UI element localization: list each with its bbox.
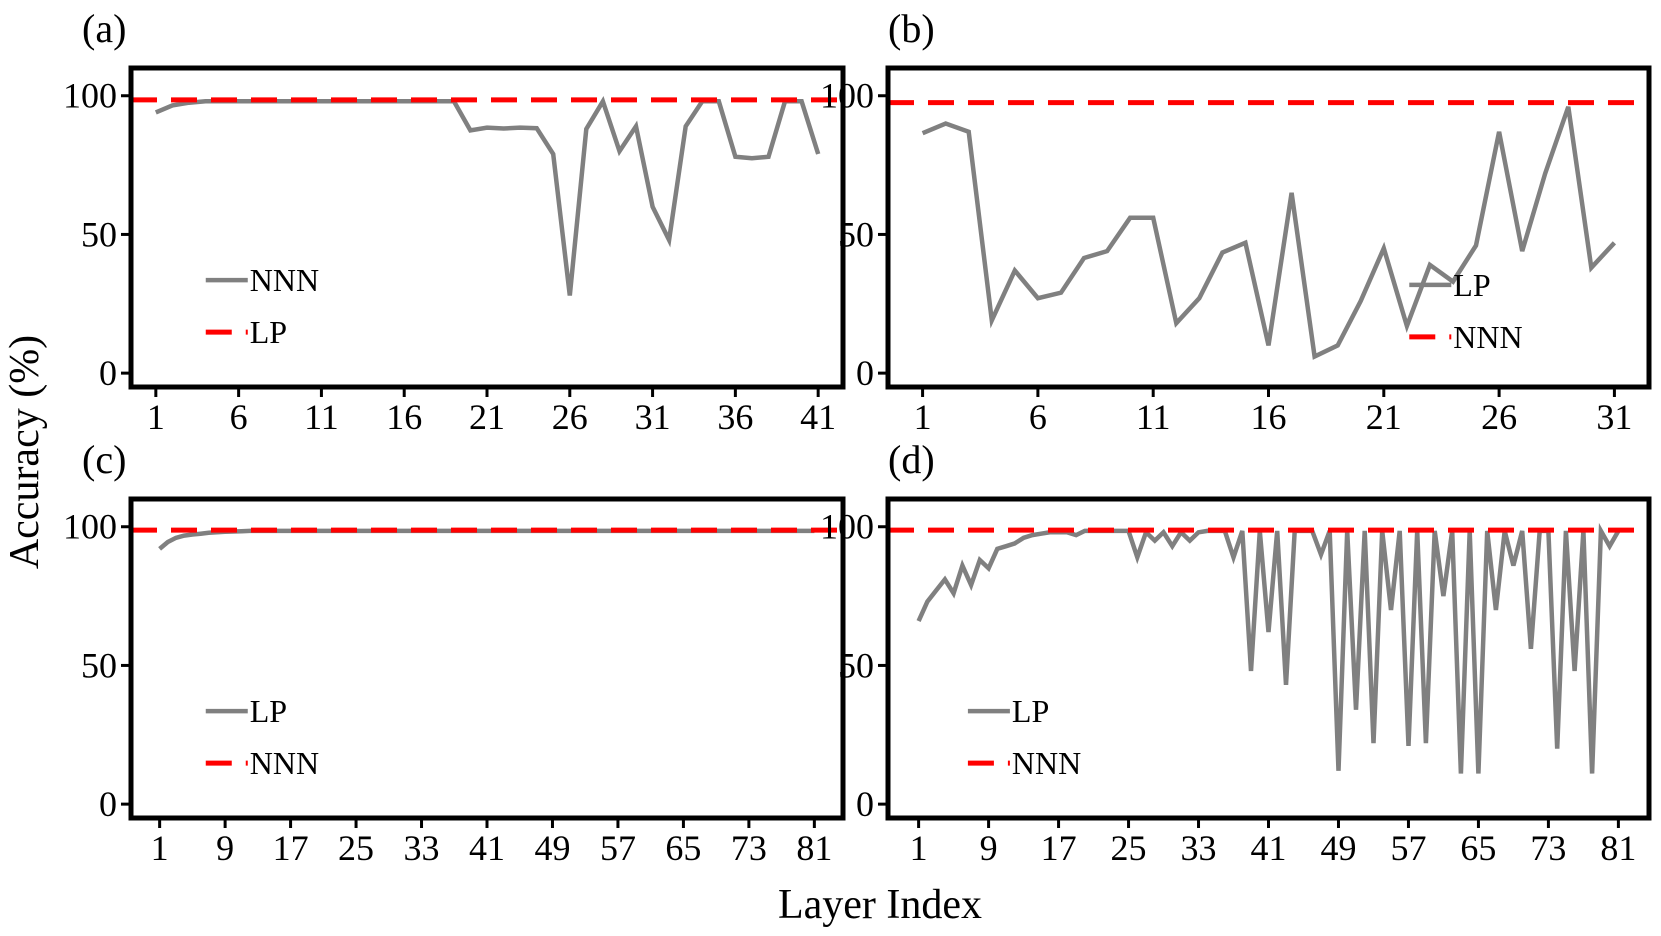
y-tick-label: 100 — [63, 507, 117, 547]
legend-label-nnn: NNN — [250, 262, 319, 298]
y-tick-label: 50 — [81, 645, 117, 685]
panel-d: (d) 1 9 17 25 33 41 49 57 65 73 81 0 50 100 LP NNN — [820, 437, 1652, 868]
x-tick-label: 73 — [1530, 828, 1566, 868]
x-tick-label: 49 — [534, 828, 570, 868]
x-tick-label: 16 — [386, 397, 422, 437]
panel-label: (a) — [82, 6, 126, 51]
panel-label: (d) — [888, 437, 935, 482]
series-line-lp — [916, 522, 1621, 774]
legend-label-lp: LP — [250, 314, 287, 350]
x-tick-label: 21 — [1366, 397, 1402, 437]
x-tick-label: 1 — [910, 828, 928, 868]
x-tick-label: 31 — [1596, 397, 1632, 437]
y-tick-label: 50 — [838, 645, 874, 685]
x-tick-label: 17 — [273, 828, 309, 868]
x-tick-label: 57 — [1390, 828, 1426, 868]
panel-c: (c) 1 9 17 25 33 41 49 57 65 73 81 0 50 100 LP NNN — [63, 437, 846, 868]
x-tick-label: 33 — [404, 828, 440, 868]
x-tick-label: 57 — [600, 828, 636, 868]
x-tick-label: 1 — [914, 397, 932, 437]
x-tick-label: 26 — [552, 397, 588, 437]
legend: NNN LP — [205, 262, 319, 350]
x-tick-label: 6 — [230, 397, 248, 437]
x-tick-label: 65 — [665, 828, 701, 868]
x-tick-label: 1 — [151, 828, 169, 868]
x-tick-label: 65 — [1460, 828, 1496, 868]
plot-frame — [128, 496, 846, 821]
legend-label-lp: LP — [1453, 267, 1490, 303]
legend-label-nnn: NNN — [1012, 745, 1081, 781]
x-axis-title: Layer Index — [778, 882, 982, 928]
legend-label-lp: LP — [1012, 693, 1049, 729]
x-tick-label: 41 — [800, 397, 836, 437]
legend: LP NNN — [205, 693, 319, 781]
legend: LP NNN — [967, 693, 1081, 781]
y-tick-label: 50 — [838, 214, 874, 254]
x-tick-label: 26 — [1481, 397, 1517, 437]
x-tick-label: 31 — [635, 397, 671, 437]
x-tick-label: 73 — [731, 828, 767, 868]
x-tick-label: 36 — [717, 397, 753, 437]
x-tick-label: 11 — [1136, 397, 1171, 437]
x-tick-label: 17 — [1041, 828, 1077, 868]
y-tick-label: 0 — [856, 353, 874, 393]
x-tick-label: 41 — [1251, 828, 1287, 868]
legend-label-nnn: NNN — [250, 745, 319, 781]
panel-label: (b) — [888, 6, 935, 51]
plot-frame — [128, 65, 846, 390]
y-tick-label: 100 — [820, 507, 874, 547]
legend-label-nnn: NNN — [1453, 319, 1522, 355]
y-axis-title: Accuracy (%) — [2, 335, 48, 569]
x-tick-label: 21 — [469, 397, 505, 437]
y-tick-label: 0 — [99, 784, 117, 824]
x-tick-label: 16 — [1251, 397, 1287, 437]
legend: LP NNN — [1409, 267, 1523, 355]
y-tick-label: 0 — [856, 784, 874, 824]
y-tick-label: 100 — [63, 76, 117, 116]
panel-label: (c) — [82, 437, 126, 482]
y-tick-label: 0 — [99, 353, 117, 393]
x-tick-label: 6 — [1029, 397, 1047, 437]
x-tick-label: 81 — [1600, 828, 1636, 868]
x-tick-label: 25 — [338, 828, 374, 868]
x-tick-label: 41 — [469, 828, 505, 868]
x-tick-label: 33 — [1181, 828, 1217, 868]
y-tick-label: 100 — [820, 76, 874, 116]
x-tick-label: 9 — [216, 828, 234, 868]
x-tick-label: 25 — [1111, 828, 1147, 868]
x-tick-label: 81 — [796, 828, 832, 868]
x-tick-label: 11 — [304, 397, 339, 437]
x-tick-label: 49 — [1320, 828, 1356, 868]
series-line-lp — [158, 528, 815, 551]
legend-label-lp: LP — [250, 693, 287, 729]
x-tick-label: 1 — [147, 397, 165, 437]
series-line-lp — [921, 106, 1617, 360]
y-tick-label: 50 — [81, 214, 117, 254]
x-tick-label: 9 — [980, 828, 998, 868]
